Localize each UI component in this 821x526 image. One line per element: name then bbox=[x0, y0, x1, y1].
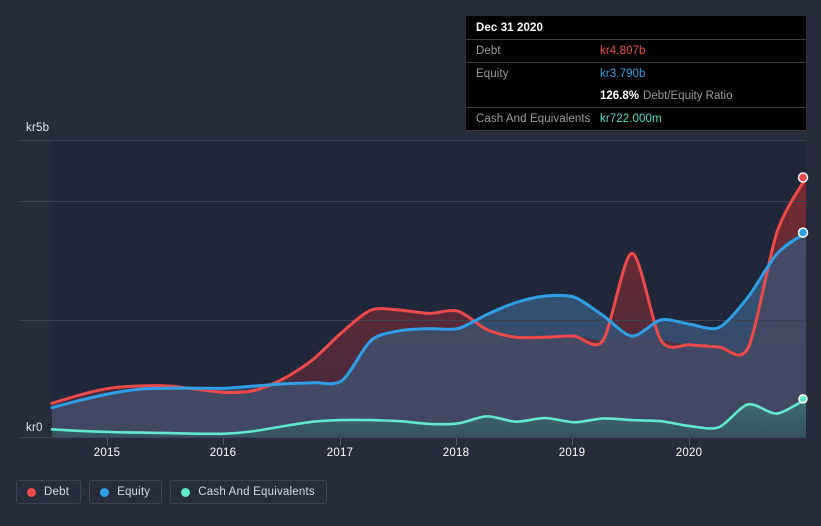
x-axis-label-2018: 2018 bbox=[442, 447, 470, 459]
tooltip-label-debt: Debt bbox=[476, 45, 501, 57]
endpoint-marker-cash bbox=[798, 394, 808, 404]
chart-legend: Debt Equity Cash And Equivalents bbox=[16, 480, 327, 504]
legend-item-equity[interactable]: Equity bbox=[89, 480, 163, 504]
series-line-equity bbox=[50, 231, 808, 410]
legend-item-debt[interactable]: Debt bbox=[16, 480, 82, 504]
endpoint-marker-debt bbox=[797, 172, 809, 183]
tooltip-value-cash: kr722.000m bbox=[600, 113, 662, 125]
series-line-cash bbox=[50, 397, 808, 436]
x-axis-label-2017: 2017 bbox=[326, 447, 354, 459]
tooltip-value-ratio: 126.8% bbox=[600, 90, 640, 102]
chart-tooltip: Dec 31 2020 Debt kr4.807b Equity kr3.790… bbox=[466, 16, 806, 131]
tooltip-label-equity: Equity bbox=[476, 68, 509, 80]
y-axis-label-top: kr5b bbox=[22, 121, 55, 135]
legend-dot-equity-icon bbox=[100, 487, 110, 497]
tooltip-bottom-rule bbox=[466, 130, 806, 131]
x-axis-label-2019: 2019 bbox=[558, 447, 586, 459]
tooltip-title: Dec 31 2020 bbox=[476, 22, 543, 34]
tooltip-label-ratio: Debt/Equity Ratio bbox=[643, 90, 733, 102]
legend-dot-debt-icon bbox=[27, 487, 36, 497]
x-axis-label-2015: 2015 bbox=[93, 447, 121, 459]
tooltip-label-cash: Cash And Equivalents bbox=[476, 113, 591, 125]
area-cash bbox=[52, 398, 806, 438]
x-axis-label-2020: 2020 bbox=[675, 447, 703, 459]
legend-label-equity: Equity bbox=[117, 486, 151, 498]
legend-dot-cash-icon bbox=[181, 487, 191, 497]
tooltip-value-debt: kr4.807b bbox=[600, 45, 646, 57]
legend-label-debt: Debt bbox=[44, 486, 70, 498]
area-base bbox=[52, 232, 806, 438]
tooltip-row-debt: Debt kr4.807b bbox=[466, 39, 806, 62]
y-axis-label-bottom: kr0 bbox=[22, 421, 48, 435]
x-axis-label-2016: 2016 bbox=[209, 447, 237, 459]
endpoint-marker-equity bbox=[797, 227, 809, 238]
legend-item-cash[interactable]: Cash And Equivalents bbox=[170, 480, 327, 504]
legend-label-cash: Cash And Equivalents bbox=[198, 486, 315, 498]
gridlines bbox=[20, 140, 806, 438]
tooltip-value-equity: kr3.790b bbox=[600, 68, 646, 80]
tooltip-row-ratio: 126.8% Debt/Equity Ratio bbox=[466, 85, 806, 107]
x-axis-ticks bbox=[107, 438, 690, 445]
tooltip-row-equity: Equity kr3.790b bbox=[466, 62, 806, 85]
tooltip-row-cash: Cash And Equivalents kr722.000m bbox=[466, 107, 806, 130]
